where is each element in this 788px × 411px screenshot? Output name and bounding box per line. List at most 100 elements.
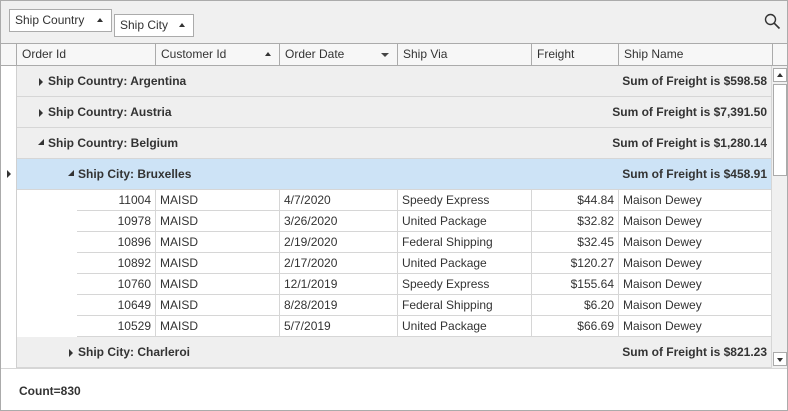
collapse-icon[interactable]	[38, 139, 44, 145]
cell-order-id[interactable]: 10649	[77, 295, 156, 316]
group-chip-label: Ship Country	[15, 13, 85, 27]
cell-freight[interactable]: $120.27	[532, 253, 619, 274]
group-summary: Sum of Freight is $1,280.14	[612, 136, 767, 150]
scroll-down-button[interactable]	[773, 352, 787, 366]
subgroup-row-bruxelles[interactable]: Ship City: Bruxelles Sum of Freight is $…	[17, 159, 771, 190]
table-row[interactable]: 10896 MAISD 2/19/2020 Federal Shipping $…	[17, 232, 771, 253]
cell-ship-name[interactable]: Maison Dewey	[619, 232, 771, 253]
subgroup-summary: Sum of Freight is $821.23	[622, 345, 767, 359]
expand-icon[interactable]	[69, 349, 73, 357]
group-label: Ship Country: Belgium	[48, 136, 178, 150]
table-row[interactable]: 10529 MAISD 5/7/2019 United Package $66.…	[17, 316, 771, 337]
group-summary: Sum of Freight is $598.58	[622, 74, 767, 88]
cell-order-id[interactable]: 10896	[77, 232, 156, 253]
cell-order-date[interactable]: 3/26/2020	[280, 211, 398, 232]
grid-footer: Count=830	[1, 368, 787, 410]
subgroup-row-charleroi[interactable]: Ship City: Charleroi Sum of Freight is $…	[17, 337, 771, 368]
group-row-argentina[interactable]: Ship Country: Argentina Sum of Freight i…	[17, 66, 771, 97]
search-icon[interactable]	[764, 13, 781, 30]
cell-ship-via[interactable]: Federal Shipping	[398, 232, 532, 253]
cell-order-date[interactable]: 2/17/2020	[280, 253, 398, 274]
column-header-freight[interactable]: Freight	[532, 44, 619, 65]
cell-ship-via[interactable]: Speedy Express	[398, 190, 532, 211]
table-row[interactable]: 10978 MAISD 3/26/2020 United Package $32…	[17, 211, 771, 232]
expand-icon[interactable]	[39, 78, 43, 86]
cell-freight[interactable]: $32.82	[532, 211, 619, 232]
cell-freight[interactable]: $66.69	[532, 316, 619, 337]
group-chip-ship-country[interactable]: Ship Country	[9, 9, 112, 32]
vertical-scrollbar[interactable]	[771, 66, 787, 368]
column-header-label: Freight	[537, 47, 575, 61]
cell-order-id[interactable]: 10529	[77, 316, 156, 337]
cell-customer-id[interactable]: MAISD	[156, 274, 280, 295]
arrow-up-icon	[777, 73, 783, 77]
table-row[interactable]: 11004 MAISD 4/7/2020 Speedy Express $44.…	[17, 190, 771, 211]
table-row[interactable]: 10760 MAISD 12/1/2019 Speedy Express $15…	[17, 274, 771, 295]
column-header-label: Ship Via	[403, 47, 448, 61]
column-header-ship-via[interactable]: Ship Via	[398, 44, 532, 65]
expand-icon[interactable]	[39, 109, 43, 117]
cell-freight[interactable]: $155.64	[532, 274, 619, 295]
cell-customer-id[interactable]: MAISD	[156, 316, 280, 337]
cell-ship-via[interactable]: United Package	[398, 316, 532, 337]
cell-order-id[interactable]: 10760	[77, 274, 156, 295]
cell-order-date[interactable]: 2/19/2020	[280, 232, 398, 253]
table-row[interactable]: 10649 MAISD 8/28/2019 Federal Shipping $…	[17, 295, 771, 316]
column-header-label: Customer Id	[161, 47, 227, 61]
subgroup-label: Ship City: Charleroi	[78, 345, 191, 359]
column-header-label: Order Id	[22, 47, 67, 61]
cell-ship-name[interactable]: Maison Dewey	[619, 253, 771, 274]
collapse-icon[interactable]	[68, 170, 74, 176]
cell-freight[interactable]: $44.84	[532, 190, 619, 211]
table-row[interactable]: 10892 MAISD 2/17/2020 United Package $12…	[17, 253, 771, 274]
cell-ship-name[interactable]: Maison Dewey	[619, 274, 771, 295]
cell-ship-via[interactable]: Speedy Express	[398, 274, 532, 295]
cell-order-id[interactable]: 10892	[77, 253, 156, 274]
cell-order-date[interactable]: 5/7/2019	[280, 316, 398, 337]
grid-body: Ship Country: Argentina Sum of Freight i…	[1, 66, 771, 368]
cell-customer-id[interactable]: MAISD	[156, 253, 280, 274]
column-header-customer-id[interactable]: Customer Id	[156, 44, 280, 65]
cell-order-date[interactable]: 12/1/2019	[280, 274, 398, 295]
sort-ascending-icon	[179, 23, 185, 27]
column-header-label: Order Date	[285, 47, 345, 61]
group-chip-label: Ship City	[120, 18, 169, 32]
cell-customer-id[interactable]: MAISD	[156, 295, 280, 316]
cell-ship-name[interactable]: Maison Dewey	[619, 295, 771, 316]
scroll-up-button[interactable]	[773, 68, 787, 82]
cell-freight[interactable]: $32.45	[532, 232, 619, 253]
group-label: Ship Country: Austria	[48, 105, 172, 119]
cell-customer-id[interactable]: MAISD	[156, 190, 280, 211]
cell-customer-id[interactable]: MAISD	[156, 232, 280, 253]
cell-order-id[interactable]: 11004	[77, 190, 156, 211]
group-chip-ship-city[interactable]: Ship City	[114, 14, 194, 37]
column-header-label: Ship Name	[624, 47, 684, 61]
column-header-order-date[interactable]: Order Date	[280, 44, 398, 65]
column-header-row: Order Id Customer Id Order Date Ship Via…	[1, 44, 787, 66]
cell-freight[interactable]: $6.20	[532, 295, 619, 316]
cell-ship-via[interactable]: Federal Shipping	[398, 295, 532, 316]
cell-ship-via[interactable]: United Package	[398, 253, 532, 274]
header-indicator-cell	[1, 44, 17, 65]
subgroup-summary: Sum of Freight is $458.91	[622, 167, 767, 181]
subgroup-label: Ship City: Bruxelles	[78, 167, 192, 181]
cell-customer-id[interactable]: MAISD	[156, 211, 280, 232]
cell-order-id[interactable]: 10978	[77, 211, 156, 232]
record-count: Count=830	[19, 384, 81, 398]
cell-ship-name[interactable]: Maison Dewey	[619, 190, 771, 211]
group-panel: Ship Country Ship City	[1, 1, 787, 44]
cell-ship-name[interactable]: Maison Dewey	[619, 211, 771, 232]
sort-descending-icon	[381, 53, 389, 57]
group-label: Ship Country: Argentina	[48, 74, 187, 88]
cell-ship-via[interactable]: United Package	[398, 211, 532, 232]
current-row-indicator-icon	[7, 170, 11, 178]
scrollbar-thumb[interactable]	[773, 84, 787, 176]
cell-ship-name[interactable]: Maison Dewey	[619, 316, 771, 337]
column-header-ship-name[interactable]: Ship Name	[619, 44, 773, 65]
sort-ascending-icon	[97, 18, 103, 22]
cell-order-date[interactable]: 8/28/2019	[280, 295, 398, 316]
cell-order-date[interactable]: 4/7/2020	[280, 190, 398, 211]
group-row-belgium[interactable]: Ship Country: Belgium Sum of Freight is …	[17, 128, 771, 159]
column-header-order-id[interactable]: Order Id	[17, 44, 156, 65]
group-row-austria[interactable]: Ship Country: Austria Sum of Freight is …	[17, 97, 771, 128]
